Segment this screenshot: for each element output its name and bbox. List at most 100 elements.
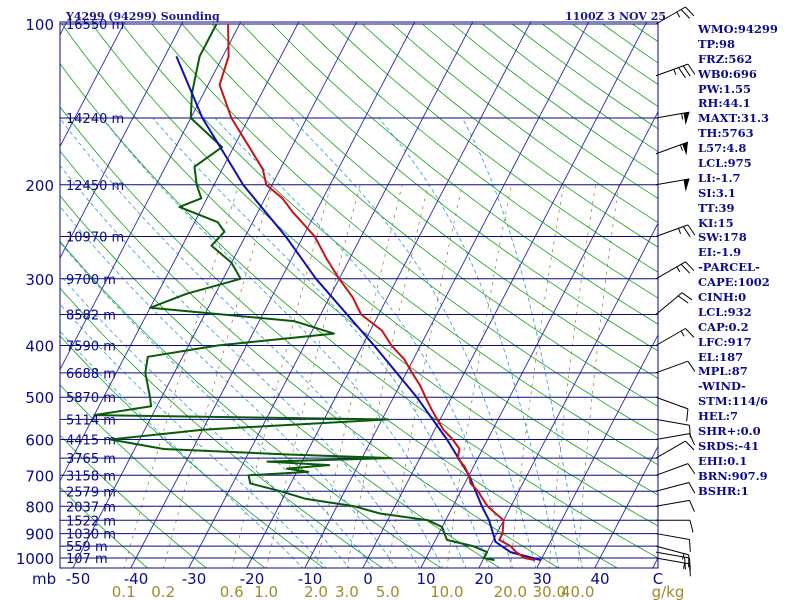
wind-barb [655, 418, 691, 438]
isotherm [362, 22, 648, 568]
height-label: 7590 m [66, 340, 116, 355]
mixing-ratio-tick-label: 3.0 [335, 583, 359, 600]
wind-barb [655, 63, 696, 79]
wind-barb [655, 533, 691, 552]
dry-adiabat [61, 23, 658, 527]
mixing-ratio-line [446, 184, 512, 568]
wind-barb [655, 481, 696, 494]
dry-adiabat [301, 23, 658, 299]
index-entry: EHI:0.1 [698, 453, 748, 468]
temperature-tick-label: 0 [363, 570, 373, 588]
mixing-ratio-line [163, 184, 274, 568]
mixing-ratio-tick-label: 5.0 [376, 583, 400, 600]
mixing-ratio-tick-label: 0.1 [112, 583, 136, 600]
temperature-tick-label: -10 [298, 570, 323, 588]
dry-adiabat [60, 150, 560, 568]
index-entry: CINH:0 [698, 290, 747, 305]
index-entry: LI:-1.7 [698, 170, 741, 185]
wind-barb [655, 440, 695, 459]
temperature-tick-label: -20 [240, 570, 265, 588]
dry-adiabat [60, 106, 619, 568]
temperature-tick-label: 40 [590, 570, 609, 588]
mixing-ratio-tick-label: 0.6 [220, 583, 244, 600]
height-label: 8582 m [66, 309, 116, 324]
parcel-path [175, 56, 542, 562]
mixing-ratio-tick-label: 30.0 [533, 583, 566, 600]
height-label: 12450 m [66, 179, 124, 194]
height-label: 4415 m [66, 434, 116, 449]
mixing-ratio-line [549, 184, 596, 568]
height-label: 107 m [66, 552, 108, 567]
mixing-ratio-line [266, 184, 361, 568]
height-label: 10970 m [66, 231, 124, 246]
dry-adiabat [271, 23, 658, 325]
index-entry: TT:39 [698, 200, 735, 215]
wind-barb [655, 551, 691, 571]
dry-adiabat [60, 486, 149, 568]
wind-barb [655, 499, 695, 512]
height-label: 559 m [66, 540, 108, 555]
dry-adiabat [60, 384, 266, 568]
index-entry: L57:4.8 [698, 141, 747, 156]
wind-barb [655, 360, 696, 374]
index-entry: EI:-1.9 [698, 245, 742, 260]
mixing-ratio-tick-label: 40.0 [561, 583, 594, 600]
height-label: 9700 m [66, 273, 116, 288]
pressure-tick-label: 500 [25, 389, 54, 407]
station-title: Y4299 (94299) Sounding [66, 10, 220, 23]
index-entry: PW:1.55 [698, 81, 752, 96]
temperature-profile [218, 23, 536, 562]
index-entry: SW:178 [698, 230, 747, 245]
wind-barb [655, 261, 695, 280]
height-label: 2579 m [66, 485, 116, 500]
index-entry: FRZ:562 [698, 51, 753, 66]
wind-barb [655, 292, 693, 315]
mixing-ratio-line [387, 184, 463, 568]
mixing-ratio-line [231, 184, 332, 568]
pressure-tick-label: 600 [25, 432, 54, 450]
index-entry: LCL:932 [698, 304, 752, 319]
dry-adiabat [211, 23, 658, 379]
index-entry: TP:98 [698, 36, 736, 51]
index-entry: SHR+:0.0 [698, 424, 761, 439]
temperature-unit-label: C [653, 570, 663, 588]
temperature-tick-label: 20 [474, 570, 493, 588]
pressure-tick-label: 900 [25, 526, 54, 544]
height-label: 6688 m [66, 367, 116, 382]
index-entry: -PARCEL- [698, 260, 760, 275]
dry-adiabat [181, 23, 658, 407]
isotherm [188, 22, 474, 568]
dry-adiabat [241, 23, 658, 352]
temperature-tick-label: 10 [416, 570, 435, 588]
mixing-ratio-tick-label: 0.2 [151, 583, 175, 600]
height-label: 1030 m [66, 528, 116, 543]
isotherm [304, 22, 590, 568]
pressure-tick-label: 1000 [16, 550, 54, 568]
index-entry: TH:5763 [698, 126, 754, 141]
isotherm [536, 333, 658, 568]
index-entry: -WIND- [698, 379, 746, 394]
temperature-tick-label: 30 [532, 570, 551, 588]
mixing-ratio-line [123, 184, 240, 568]
wind-barb [656, 519, 694, 533]
pressure-tick-label: 200 [25, 177, 54, 195]
pressure-tick-label: 800 [25, 498, 54, 516]
mixing-ratio-tick-label: 20.0 [494, 583, 527, 600]
temperature-tick-label: -30 [182, 570, 207, 588]
index-entry: LFC:917 [698, 334, 752, 349]
index-entry: EL:187 [698, 349, 744, 364]
isotherm [72, 22, 358, 568]
index-entry: BRN:907.9 [698, 468, 768, 483]
pressure-unit-label: mb [32, 570, 56, 588]
mixing-ratio-line [577, 184, 620, 568]
height-label: 3765 m [66, 452, 116, 467]
wind-barb [655, 178, 690, 192]
isotherm [130, 22, 416, 568]
index-entry: LCL:975 [698, 156, 752, 171]
temperature-tick-label: -50 [66, 570, 91, 588]
wind-barb [655, 6, 695, 25]
pressure-tick-label: 400 [25, 338, 54, 356]
mixing-ratio-tick-label: 1.0 [254, 583, 278, 600]
temperature-tick-label: -40 [124, 570, 149, 588]
